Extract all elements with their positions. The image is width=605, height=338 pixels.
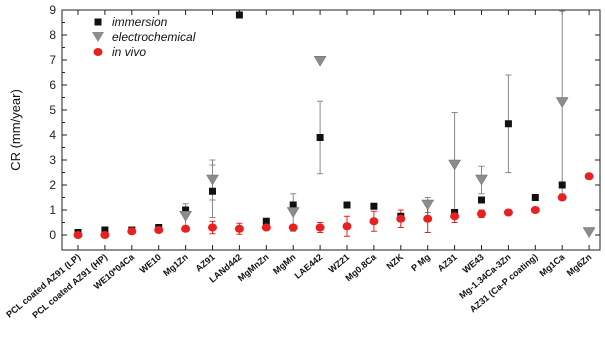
point-in-vivo bbox=[530, 206, 540, 214]
point-in-vivo bbox=[423, 214, 433, 223]
x-tick-label: AZ31 bbox=[436, 252, 459, 274]
y-tick-label: 4 bbox=[49, 128, 56, 142]
data-markers bbox=[73, 11, 596, 239]
x-tick-label: WE10 bbox=[138, 252, 163, 275]
y-tick-label: 6 bbox=[49, 78, 56, 92]
y-tick-label: 8 bbox=[49, 28, 56, 42]
point-in-vivo bbox=[503, 208, 513, 217]
y-tick-label: 0 bbox=[49, 228, 56, 242]
point-immersion bbox=[370, 202, 378, 210]
point-in-vivo bbox=[288, 223, 298, 232]
point-immersion bbox=[531, 194, 539, 201]
point-in-vivo bbox=[369, 217, 379, 226]
point-in-vivo bbox=[557, 193, 567, 202]
y-tick-label: 3 bbox=[49, 153, 56, 167]
x-tick-label: Mg1Ca bbox=[537, 251, 567, 278]
point-in-vivo bbox=[584, 172, 594, 181]
x-tick-label: NZK bbox=[384, 252, 405, 272]
point-in-vivo bbox=[342, 222, 352, 231]
point-in-vivo bbox=[450, 212, 460, 221]
point-electrochemical bbox=[555, 97, 569, 108]
plot-frame bbox=[61, 9, 601, 251]
point-immersion bbox=[262, 217, 270, 225]
point-electrochemical bbox=[475, 174, 488, 186]
x-tick-label: LAE442 bbox=[293, 252, 325, 281]
point-electrochemical bbox=[179, 211, 193, 222]
point-in-vivo bbox=[154, 226, 164, 234]
point-immersion bbox=[478, 196, 485, 204]
y-axis: 0 1 2 3 4 5 6 7 8 9 bbox=[49, 3, 600, 242]
point-in-vivo bbox=[261, 223, 271, 232]
point-in-vivo bbox=[127, 227, 137, 236]
plot-border bbox=[61, 9, 601, 251]
point-immersion bbox=[289, 201, 297, 209]
y-tick-label: 7 bbox=[49, 53, 56, 67]
point-in-vivo bbox=[234, 224, 244, 233]
point-immersion bbox=[235, 11, 243, 19]
point-in-vivo bbox=[208, 223, 217, 232]
point-in-vivo bbox=[396, 214, 406, 223]
point-immersion bbox=[209, 187, 216, 195]
y-tick-label: 1 bbox=[49, 203, 56, 217]
point-electrochemical bbox=[206, 174, 219, 186]
point-in-vivo bbox=[181, 224, 191, 233]
point-electrochemical bbox=[313, 56, 327, 67]
point-in-vivo bbox=[73, 231, 83, 239]
point-immersion bbox=[101, 226, 109, 234]
y-tick-label: 9 bbox=[49, 3, 56, 17]
x-tick-label: Mg6Zn bbox=[565, 252, 594, 278]
y-axis-title: CR (mm/year) bbox=[8, 89, 23, 171]
point-immersion bbox=[182, 206, 190, 214]
point-electrochemical bbox=[421, 199, 435, 211]
point-immersion bbox=[504, 120, 512, 128]
legend-marker-immersion bbox=[94, 18, 102, 26]
x-tick-label: Mg1Zn bbox=[161, 252, 190, 278]
y-tick-label: 2 bbox=[49, 178, 56, 192]
x-tick-label: P Mg bbox=[409, 252, 432, 273]
x-tick-label: AZ91 bbox=[193, 252, 216, 274]
x-axis: PCL coated AZ91 (LP)PCL coated AZ91 (HP)… bbox=[4, 10, 593, 320]
point-electrochemical bbox=[582, 227, 596, 238]
legend-label: in vivo bbox=[112, 45, 146, 59]
point-electrochemical bbox=[448, 159, 462, 171]
legend-label: electrochemical bbox=[112, 30, 196, 44]
point-immersion bbox=[343, 201, 351, 209]
point-in-vivo bbox=[315, 223, 325, 232]
point-immersion bbox=[558, 181, 566, 189]
x-tick-label: Mg0.8Ca bbox=[343, 251, 379, 283]
legend-marker-electrochemical bbox=[92, 32, 104, 42]
point-in-vivo bbox=[477, 209, 486, 218]
legend-marker-in-vivo bbox=[93, 48, 103, 56]
y-tick-label: 5 bbox=[49, 103, 56, 117]
point-in-vivo bbox=[100, 231, 110, 239]
point-immersion bbox=[316, 134, 324, 141]
point-electrochemical bbox=[286, 207, 300, 218]
legend-label: immersion bbox=[112, 15, 168, 29]
